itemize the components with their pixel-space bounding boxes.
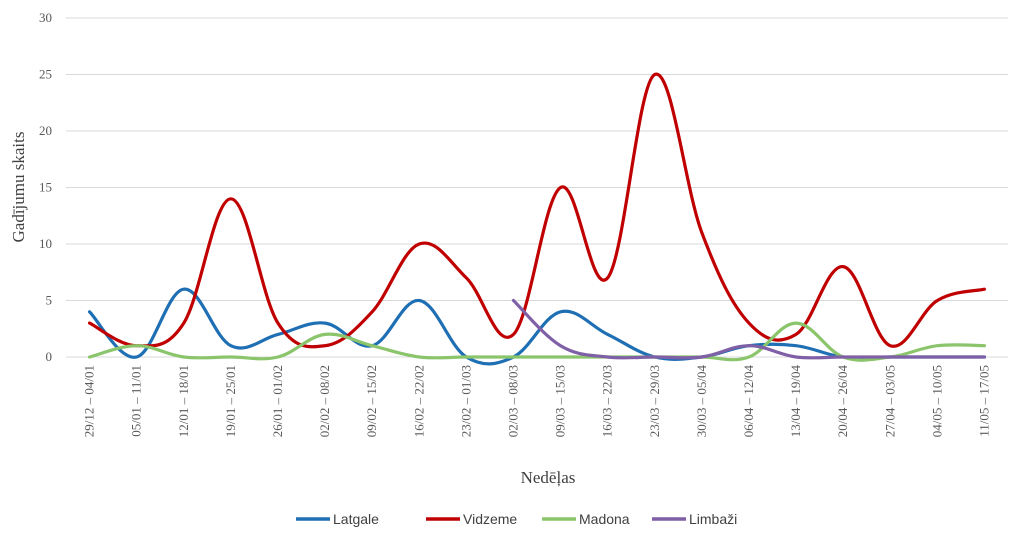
x-tick-label: 11/05 – 17/05 [976,365,991,437]
x-tick-label: 05/01 – 11/01 [129,365,144,437]
series-line-vidzeme [87,72,987,349]
y-tick-label: 0 [46,349,53,364]
y-tick-label: 15 [39,180,52,195]
x-tick-label: 02/03 – 08/03 [505,365,520,437]
x-axis-title: Nedēļas [521,468,576,487]
x-tick-label: 09/03 – 15/03 [553,365,568,437]
x-tick-label: 06/04 – 12/04 [741,365,756,438]
x-tick-label: 19/01 – 25/01 [223,365,238,437]
x-tick-label: 29/12 – 04/01 [82,365,97,437]
legend-label-vidzeme: Vidzeme [463,511,517,527]
series-line-limba-i [511,298,987,360]
x-tick-label: 26/01 – 01/02 [270,365,285,437]
y-tick-label: 5 [46,293,53,308]
x-tick-label: 12/01 – 18/01 [176,365,191,437]
y-tick-label: 20 [39,123,52,138]
gridlines [66,17,1008,358]
x-tick-label: 13/04 – 19/04 [788,365,803,438]
x-tick-label: 23/02 – 01/03 [458,365,473,437]
legend: Latgale Vidzeme Madona Limbaži [296,511,737,527]
x-tick-label: 04/05 – 10/05 [929,365,944,437]
legend-label-madona: Madona [579,511,630,527]
x-tick-label: 20/04 – 26/04 [835,365,850,438]
legend-label-limba-i: Limbaži [689,511,737,527]
y-tick-label: 30 [39,10,52,25]
x-tick-label: 27/04 – 03/05 [882,365,897,437]
y-tick-label: 25 [39,67,52,82]
y-axis-tick-labels: 0 5 10 15 20 25 30 [39,10,52,364]
legend-label-latgale: Latgale [333,511,379,527]
y-tick-label: 10 [39,236,52,251]
series-line-madona [87,321,987,362]
x-tick-label: 16/02 – 22/02 [411,365,426,437]
x-tick-label: 09/02 – 15/02 [364,365,379,437]
x-tick-label: 23/03 – 29/03 [647,365,662,437]
x-tick-label: 16/03 – 22/03 [600,365,615,437]
x-axis-tick-labels: 29/12 – 04/01 05/01 – 11/01 12/01 – 18/01 1… [82,365,992,438]
x-tick-label: 02/02 – 08/02 [317,365,332,437]
y-axis-title: Gadījumu skaits [9,132,28,243]
series-line-latgale [87,287,987,366]
x-tick-label: 30/03 – 05/04 [694,365,709,438]
series-lines [87,72,987,366]
